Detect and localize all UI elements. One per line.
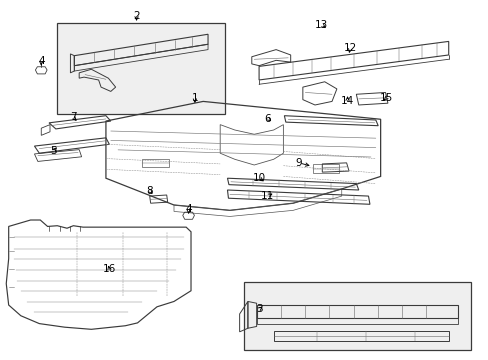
Text: 16: 16 [102,264,116,274]
Text: 13: 13 [314,19,327,30]
Text: 9: 9 [295,158,302,168]
Text: 14: 14 [340,96,353,107]
Text: 11: 11 [261,191,274,201]
Bar [244,282,469,350]
Text: 4: 4 [185,204,191,214]
Text: 4: 4 [38,57,44,66]
Text: 8: 8 [146,186,153,196]
Text: 1: 1 [191,93,198,103]
Text: 7: 7 [70,112,77,122]
Text: 12: 12 [343,43,356,53]
Text: 6: 6 [264,113,271,123]
Bar [57,23,224,114]
Text: 15: 15 [379,93,392,103]
Text: 3: 3 [255,304,262,314]
Text: 2: 2 [133,11,140,21]
Text: 10: 10 [252,173,265,183]
Text: 5: 5 [50,146,57,156]
